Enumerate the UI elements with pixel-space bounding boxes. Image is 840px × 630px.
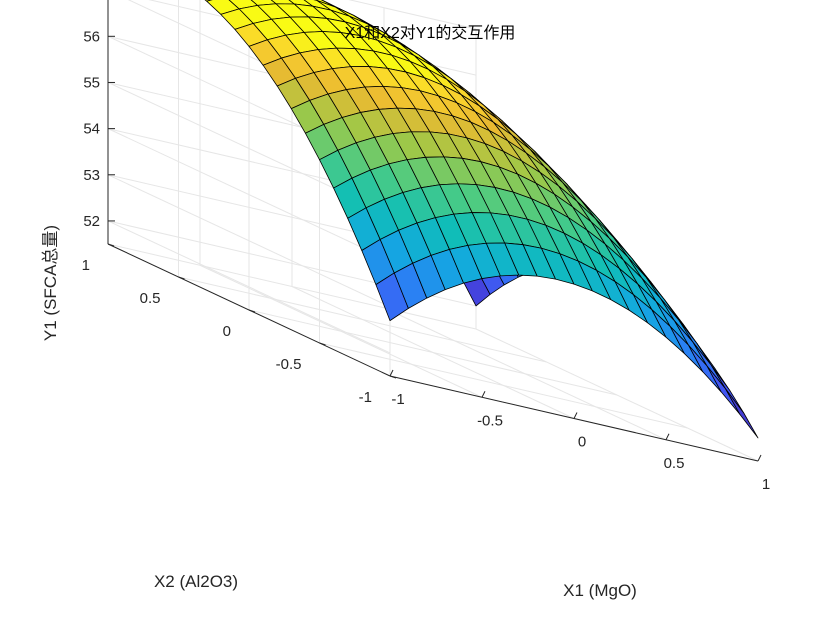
y-tick bbox=[248, 309, 256, 313]
y-tick bbox=[389, 375, 397, 379]
x-tick bbox=[665, 433, 670, 440]
left-wall-grid-line bbox=[107, 174, 391, 308]
left-wall-grid-line bbox=[107, 128, 391, 262]
x-tick-label: 0 bbox=[578, 434, 586, 451]
z-tick-label: 54 bbox=[83, 121, 100, 138]
x-tick bbox=[757, 454, 762, 462]
x-tick-label: -0.5 bbox=[477, 412, 503, 429]
x-tick bbox=[481, 391, 486, 398]
x-tick-label: 0.5 bbox=[664, 455, 685, 472]
tick-labels: -1-0.500.51-1-0.500.5152535455565758 bbox=[82, 28, 771, 493]
x-tick-label: -1 bbox=[391, 391, 404, 408]
floor-grid-line bbox=[248, 309, 618, 396]
surface-patch bbox=[711, 364, 745, 414]
y-tick-label: -0.5 bbox=[276, 356, 302, 373]
y-axis-label: X2 (Al2O3) bbox=[154, 572, 238, 591]
surface-mesh bbox=[204, 0, 759, 439]
surface-patch bbox=[688, 345, 722, 393]
z-tick-label: 55 bbox=[83, 74, 100, 91]
floor-grid-line bbox=[178, 276, 547, 363]
x-axis-label: X1 (MgO) bbox=[563, 581, 637, 600]
y-tick bbox=[319, 342, 326, 346]
z-axis-label: Y1 (SFCA总量) bbox=[41, 225, 60, 341]
y-tick-label: 0.5 bbox=[140, 290, 161, 307]
z-tick-label: 53 bbox=[83, 167, 100, 184]
surface-patch bbox=[706, 365, 740, 415]
chart-title: X1和X2对Y1的交互作用 bbox=[345, 24, 516, 42]
y-tick-label: 1 bbox=[82, 257, 90, 274]
left-wall-grid-line bbox=[107, 220, 391, 354]
z-tick-label: 56 bbox=[83, 28, 100, 45]
z-tick-label: 52 bbox=[83, 213, 100, 230]
y-tick bbox=[107, 243, 115, 247]
back-wall-grid-line bbox=[348, 0, 477, 30]
y-tick-label: 0 bbox=[223, 323, 231, 340]
x-tick-label: 1 bbox=[762, 476, 770, 493]
y-tick-label: -1 bbox=[359, 389, 372, 406]
floor-grid-line bbox=[319, 342, 688, 429]
x-tick bbox=[573, 412, 578, 419]
surface-patch bbox=[725, 388, 759, 439]
y-tick bbox=[178, 276, 185, 280]
x-tick bbox=[389, 369, 394, 377]
